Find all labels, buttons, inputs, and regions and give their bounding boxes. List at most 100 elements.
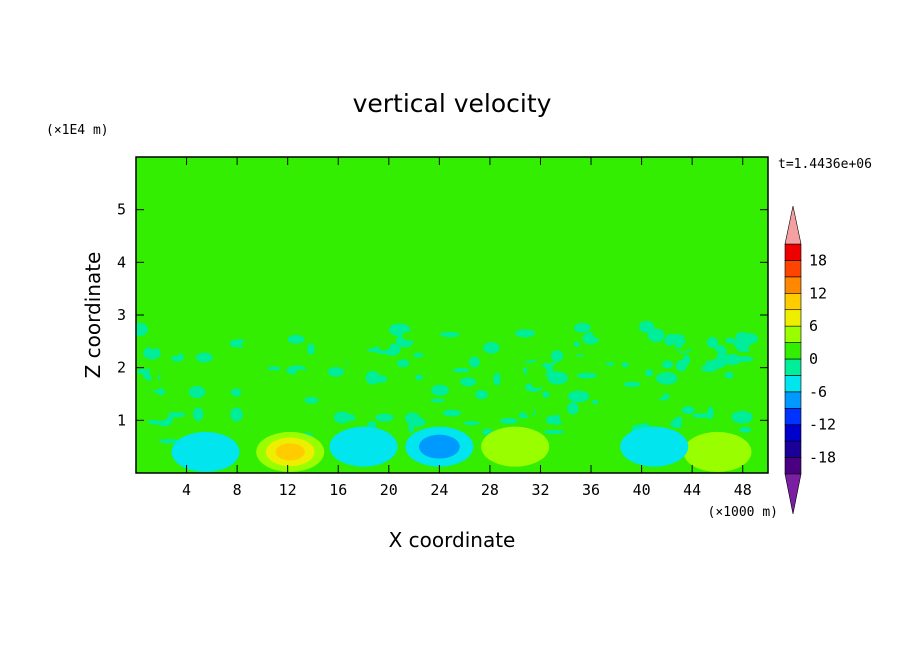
turbulence-cell (573, 322, 591, 333)
updraft-contour (481, 426, 550, 467)
turbulence-cell (584, 436, 603, 446)
turbulence-cell (257, 356, 271, 371)
turbulence-cell (410, 385, 426, 398)
y-tick-label: 5 (117, 201, 126, 219)
turbulence-cell (230, 388, 242, 397)
turbulence-cell (390, 428, 403, 436)
turbulence-cell (395, 403, 414, 410)
colorbar-label: -6 (809, 383, 827, 401)
turbulence-cell (739, 323, 756, 333)
colorbar-bin (784, 358, 802, 376)
colorbar-bin (784, 243, 802, 261)
turbulence-cell (623, 381, 641, 387)
x-tick-label: 32 (531, 481, 549, 499)
colorbar-label: 12 (809, 284, 827, 302)
turbulence-cell (448, 342, 470, 352)
x-tick-label: 16 (329, 481, 347, 499)
turbulence-cell (413, 352, 424, 358)
colorbar-bin (784, 391, 802, 409)
x-tick-label: 40 (633, 481, 651, 499)
turbulence-cell (638, 320, 655, 333)
turbulence-cell (731, 410, 753, 424)
positive-band-patch (593, 173, 737, 200)
turbulence-cell (333, 411, 351, 424)
turbulence-cell (157, 387, 164, 396)
x-tick-label: 44 (683, 481, 701, 499)
turbulence-cell (493, 372, 501, 386)
turbulence-cell (725, 337, 736, 344)
updraft-contour (275, 443, 305, 461)
colorbar-label: 0 (809, 350, 818, 368)
turbulence-cell (463, 421, 480, 426)
turbulence-cell (555, 324, 562, 331)
turbulence-cell (569, 330, 579, 345)
positive-band-patch (136, 271, 327, 294)
turbulence-cell (351, 398, 368, 405)
turbulence-cell (433, 322, 447, 330)
turbulence-cell (359, 359, 370, 372)
turbulence-cell (330, 403, 343, 412)
time-label: t=1.4436e+06 (778, 157, 872, 172)
turbulence-cell (675, 339, 684, 349)
turbulence-cell (275, 407, 293, 419)
y-tick-label: 3 (117, 306, 126, 324)
turbulence-cell (192, 407, 204, 421)
turbulence-cell (287, 378, 306, 390)
turbulence-cell (468, 356, 480, 368)
x-tick-label: 20 (380, 481, 398, 499)
turbulence-cell (471, 332, 481, 345)
y-axis-label: Z coordinate (81, 252, 105, 379)
turbulence-cell (576, 372, 598, 379)
x-tick-label: 8 (233, 481, 242, 499)
turbulence-cell (136, 437, 143, 444)
positive-band-patch (446, 199, 628, 236)
turbulence-cell (235, 427, 252, 438)
turbulence-cell (442, 409, 461, 417)
downdraft-contour (171, 431, 240, 472)
turbulence-cell (281, 359, 289, 371)
turbulence-cell (709, 422, 716, 429)
colorbar-label: -12 (809, 416, 836, 434)
turbulence-cell (722, 353, 742, 365)
turbulence-cell (585, 419, 595, 426)
turbulence-cell (304, 396, 319, 404)
turbulence-cell (634, 342, 644, 349)
turbulence-cell (245, 344, 254, 349)
turbulence-cell (515, 329, 536, 338)
colorbar-bin (784, 309, 802, 327)
turbulence-cell (707, 406, 714, 420)
x-tick-label: 4 (182, 481, 191, 499)
positive-band-patch (136, 172, 268, 196)
turbulence-cell (602, 351, 620, 363)
y-units-label: (×1E4 m) (46, 123, 109, 138)
colorbar-label: 6 (809, 317, 818, 335)
turbulence-cell (307, 343, 315, 355)
turbulence-cell (404, 412, 421, 425)
turbulence-cell (143, 346, 161, 360)
turbulence-cell (375, 413, 394, 422)
turbulence-cell (482, 405, 495, 416)
colorbar-bin (784, 276, 802, 294)
x-tick-label: 36 (582, 481, 600, 499)
turbulence-cell (542, 391, 550, 398)
downdraft-contour (418, 434, 460, 459)
turbulence-cell (617, 328, 627, 334)
turbulence-cell (579, 344, 588, 355)
turbulence-cell (567, 402, 579, 415)
turbulence-cell (365, 370, 380, 385)
positive-band-patch (551, 247, 683, 272)
turbulence-cell (682, 354, 691, 366)
turbulence-cell (547, 371, 568, 385)
turbulence-cell (377, 381, 385, 387)
turbulence-cell (439, 331, 460, 338)
colorbar-bin (784, 325, 802, 343)
y-tick-label: 2 (117, 359, 126, 377)
turbulence-cell (464, 346, 484, 357)
turbulence-cell (592, 326, 614, 340)
turbulence-cell (716, 377, 726, 388)
y-tick-label: 1 (117, 411, 126, 429)
turbulence-cell (746, 343, 768, 352)
turbulence-cell (242, 366, 253, 372)
turbulence-cell (603, 425, 616, 438)
turbulence-cell (592, 399, 599, 405)
